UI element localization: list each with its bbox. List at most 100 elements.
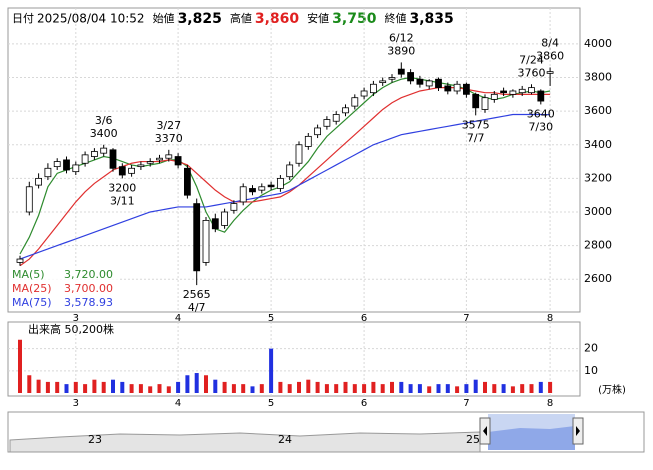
- candle-body: [453, 83, 461, 92]
- volume-bar: [473, 379, 478, 393]
- annotation-value: 3575: [462, 118, 490, 131]
- volume-bar: [324, 384, 329, 393]
- candle-body: [193, 203, 201, 272]
- candle-body: [323, 119, 331, 127]
- volume-bar: [129, 384, 134, 393]
- volume-bar: [101, 381, 106, 393]
- legend-name: MA(25): [12, 282, 52, 295]
- legend-value: 3,578.93: [64, 296, 113, 309]
- x-tick-label: 7: [463, 398, 469, 409]
- legend-box: [9, 266, 119, 311]
- candle-body: [25, 186, 33, 213]
- candle-body: [230, 203, 238, 211]
- candle-body: [537, 90, 545, 102]
- volume-bar: [213, 379, 218, 393]
- candle-body: [258, 186, 266, 191]
- volume-bar: [194, 373, 199, 393]
- candle-body: [239, 186, 247, 203]
- volume-bar: [520, 384, 525, 393]
- candle-body: [332, 114, 340, 122]
- header-label: 高値: [230, 11, 252, 25]
- candle-body: [462, 83, 470, 95]
- y-tick-label: 2800: [584, 239, 612, 252]
- candle-body: [63, 159, 70, 171]
- annotation-date: 7/30: [528, 120, 553, 133]
- volume-bar: [111, 379, 115, 393]
- volume-bar: [334, 384, 339, 393]
- header-label: 安値: [307, 11, 329, 25]
- header-label: 日付: [12, 12, 34, 25]
- y-tick-label: 3400: [584, 138, 612, 151]
- x-tick-label: 6: [361, 313, 367, 324]
- volume-bar: [204, 375, 208, 393]
- header: 日付 2025/08/04 10:52 始値 3,825 高値 3,860 安値 3,750 終…: [12, 11, 454, 27]
- annotation-date: 3/6: [95, 114, 113, 127]
- y-tick-label: 10: [584, 364, 598, 377]
- volume-bar: [250, 386, 255, 393]
- header-value: 3,825: [178, 11, 222, 27]
- volume-bar: [501, 384, 506, 393]
- volume-bar: [185, 375, 190, 393]
- candle-body: [369, 83, 377, 94]
- header-value: 3,835: [409, 11, 453, 27]
- volume-bar: [64, 384, 69, 393]
- x-tick-label: 3: [73, 313, 79, 324]
- annotation-value: 3370: [155, 132, 183, 145]
- candle-body: [91, 151, 98, 157]
- candle-body: [295, 144, 303, 164]
- legend-name: MA(5): [12, 268, 45, 281]
- x-tick-label: 5: [268, 398, 274, 409]
- volume-bar: [269, 348, 274, 393]
- candle-body: [518, 88, 526, 94]
- navigator-overview: [9, 431, 481, 453]
- volume-bar: [27, 375, 32, 393]
- candle-body: [546, 71, 554, 74]
- annotation-date: 3/27: [156, 119, 181, 132]
- volume-bar: [390, 381, 394, 393]
- volume-bar: [315, 381, 320, 393]
- volume-bar: [241, 384, 246, 393]
- candle-body: [314, 127, 322, 136]
- volume-bar: [362, 384, 367, 393]
- candle-body: [444, 85, 452, 92]
- candle-body: [267, 184, 275, 188]
- volume-bar: [222, 381, 227, 393]
- volume-bar: [417, 384, 422, 393]
- annotation-value: 3760: [518, 66, 546, 79]
- header-value: 2025/08/04 10:52: [37, 12, 145, 26]
- volume-bar: [278, 381, 283, 393]
- volume-bar: [138, 384, 143, 393]
- header-value: 3,750: [332, 11, 377, 27]
- candle-body: [128, 167, 136, 174]
- volume-panel: [7, 321, 581, 397]
- candle-body: [425, 80, 433, 87]
- legend-value: 3,700.00: [64, 282, 113, 295]
- annotation-value: 2565: [183, 288, 211, 301]
- y-tick-label: 3000: [584, 205, 612, 218]
- annotation-value: 3860: [536, 49, 564, 62]
- volume-bar: [427, 386, 432, 393]
- annotation-date: 7/7: [467, 131, 485, 144]
- candle-body: [342, 107, 349, 114]
- ma-line: [19, 76, 551, 255]
- y-tick-label: 20: [584, 342, 598, 355]
- volume-bar: [371, 381, 376, 393]
- y-tick-label: 3800: [584, 71, 612, 84]
- volume-bar: [529, 384, 534, 393]
- annotation-value: 3400: [90, 127, 118, 140]
- candle-body: [156, 157, 163, 161]
- candle-body: [137, 164, 145, 168]
- volume-bar: [492, 384, 497, 393]
- legend-value: 3,720.00: [64, 268, 113, 281]
- candle-body: [481, 97, 489, 110]
- header-value: 3,860: [255, 11, 300, 27]
- annotation-date: 3/11: [110, 194, 135, 207]
- candle-body: [509, 90, 517, 95]
- navigator: 23 24 25: [7, 411, 645, 453]
- candle-body: [249, 188, 256, 193]
- annotation-value: 3640: [527, 107, 555, 120]
- volume-bar: [92, 379, 97, 393]
- volume-bar: [83, 384, 88, 393]
